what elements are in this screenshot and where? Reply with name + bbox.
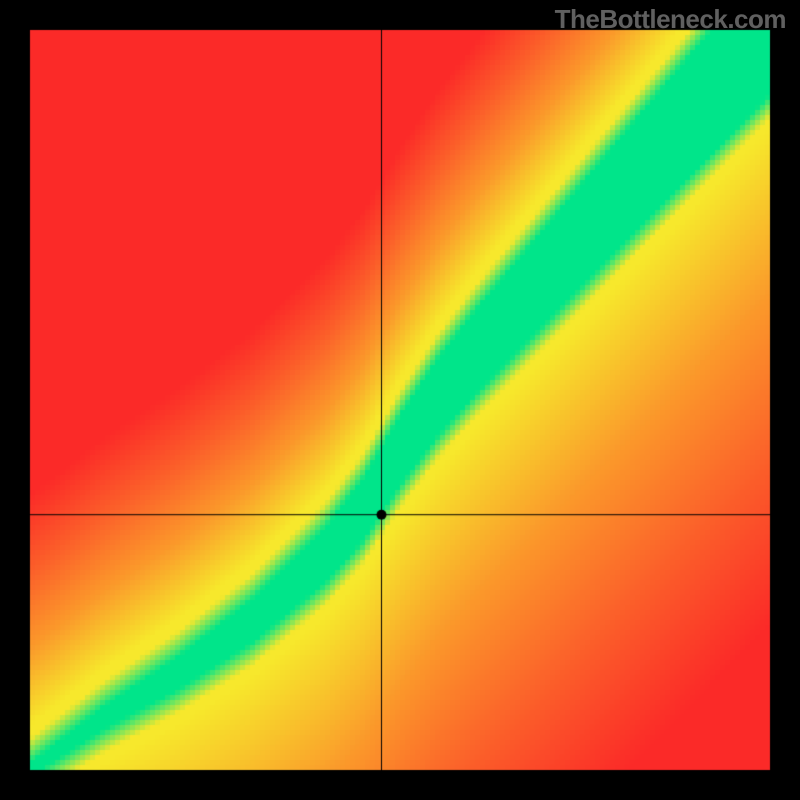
watermark-text: TheBottleneck.com: [555, 4, 786, 35]
bottleneck-heatmap-canvas: [0, 0, 800, 800]
chart-container: TheBottleneck.com: [0, 0, 800, 800]
